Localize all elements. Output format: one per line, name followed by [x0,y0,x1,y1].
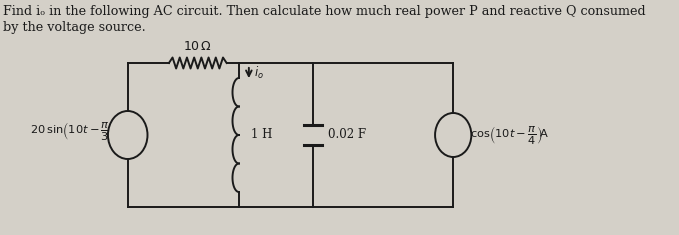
Circle shape [435,113,471,157]
Text: by the voltage source.: by the voltage source. [3,21,146,34]
Circle shape [108,111,147,159]
Text: $i_o$: $i_o$ [254,65,263,81]
Text: Find iₒ in the following AC circuit. Then calculate how much real power P and re: Find iₒ in the following AC circuit. The… [3,5,646,18]
Text: −: − [122,137,133,150]
Text: $4\,\cos\!\left(10t-\dfrac{\pi}{4}\right)\!\mathrm{A}$: $4\,\cos\!\left(10t-\dfrac{\pi}{4}\right… [462,124,550,146]
Text: +: + [122,120,133,133]
Text: $10\,\Omega$: $10\,\Omega$ [183,40,213,53]
Text: 0.02 F: 0.02 F [328,129,366,141]
Text: $20\,\sin\!\left(10t-\dfrac{\pi}{3}\right)\!\mathrm{V}$: $20\,\sin\!\left(10t-\dfrac{\pi}{3}\righ… [30,120,123,142]
Text: 1 H: 1 H [251,129,273,141]
